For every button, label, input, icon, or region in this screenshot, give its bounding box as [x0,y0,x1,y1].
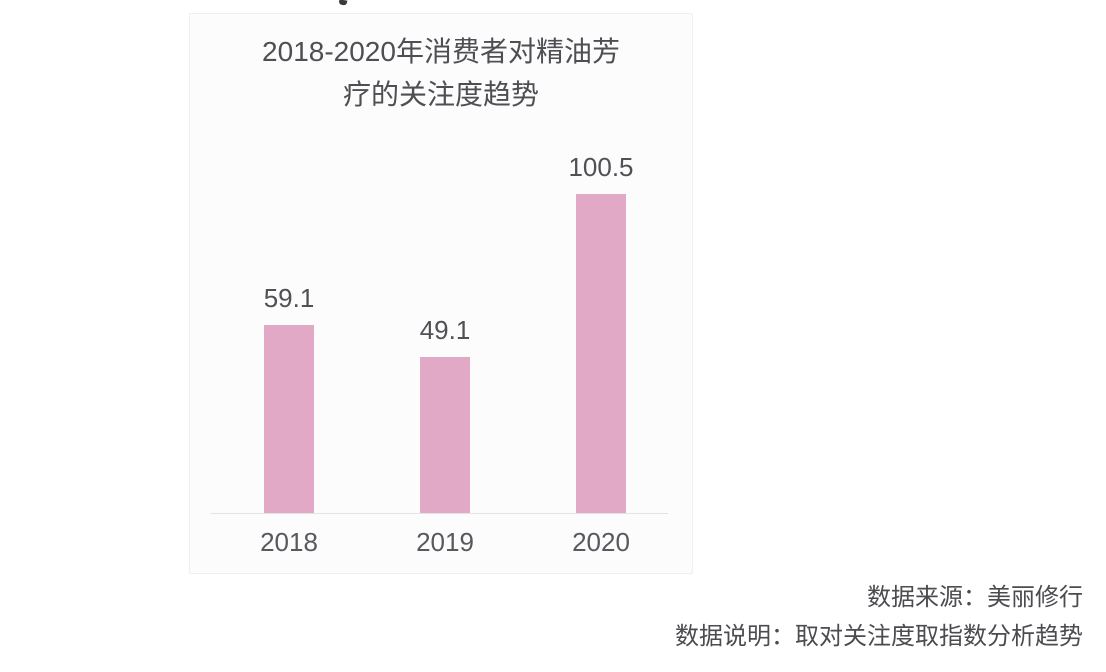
bar-2019 [420,357,470,513]
x-axis-line [210,513,668,514]
cropped-text-artifact [338,0,348,6]
bar-value-label-2020: 100.5 [568,152,634,182]
bar-2018 [264,325,314,513]
data-source-text: 数据来源：美丽修行 [867,584,1083,611]
x-tick-label-2019: 2019 [416,527,474,557]
x-axis-labels: 2018 2019 2020 [211,527,679,557]
footnote: 数据来源：美丽修行 数据说明：取对关注度取指数分析趋势 [675,578,1083,656]
bar-slot-2020: 100.5 [523,152,679,513]
bar-slot-2018: 59.1 [211,283,367,513]
plot-area: 59.1 49.1 100.5 [211,152,679,513]
chart-title: 2018-2020年消费者对精油芳 疗的关注度趋势 [190,30,692,116]
chart-title-line-1: 2018-2020年消费者对精油芳 [262,36,620,67]
data-description-text: 数据说明：取对关注度取指数分析趋势 [675,623,1083,650]
bar-value-label-2019: 49.1 [419,315,471,345]
chart-title-line-2: 疗的关注度趋势 [342,79,539,110]
bar-value-label-2018: 59.1 [263,283,315,313]
x-tick-label-2020: 2020 [572,527,630,557]
bar-slot-2019: 49.1 [367,315,523,513]
chart-card: 2018-2020年消费者对精油芳 疗的关注度趋势 59.1 49.1 100.5 … [189,13,693,574]
bar-2020 [576,194,626,513]
x-tick-label-2018: 2018 [260,527,318,557]
